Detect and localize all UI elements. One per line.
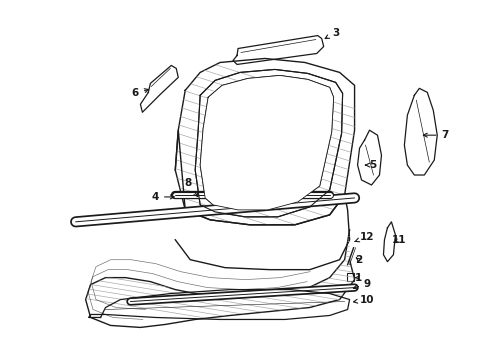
Text: 4: 4 [152,192,174,202]
Text: 10: 10 [354,294,375,305]
Text: 6: 6 [132,88,148,98]
Text: 2: 2 [355,255,362,265]
Text: 11: 11 [392,235,407,245]
Text: 9: 9 [353,279,371,289]
Text: 5: 5 [366,160,376,170]
Text: 3: 3 [325,28,339,39]
Polygon shape [200,75,334,210]
Text: 1: 1 [355,273,362,283]
Text: 12: 12 [355,232,375,242]
Text: 8: 8 [185,178,198,197]
Bar [346,273,354,280]
Text: 7: 7 [423,130,449,140]
